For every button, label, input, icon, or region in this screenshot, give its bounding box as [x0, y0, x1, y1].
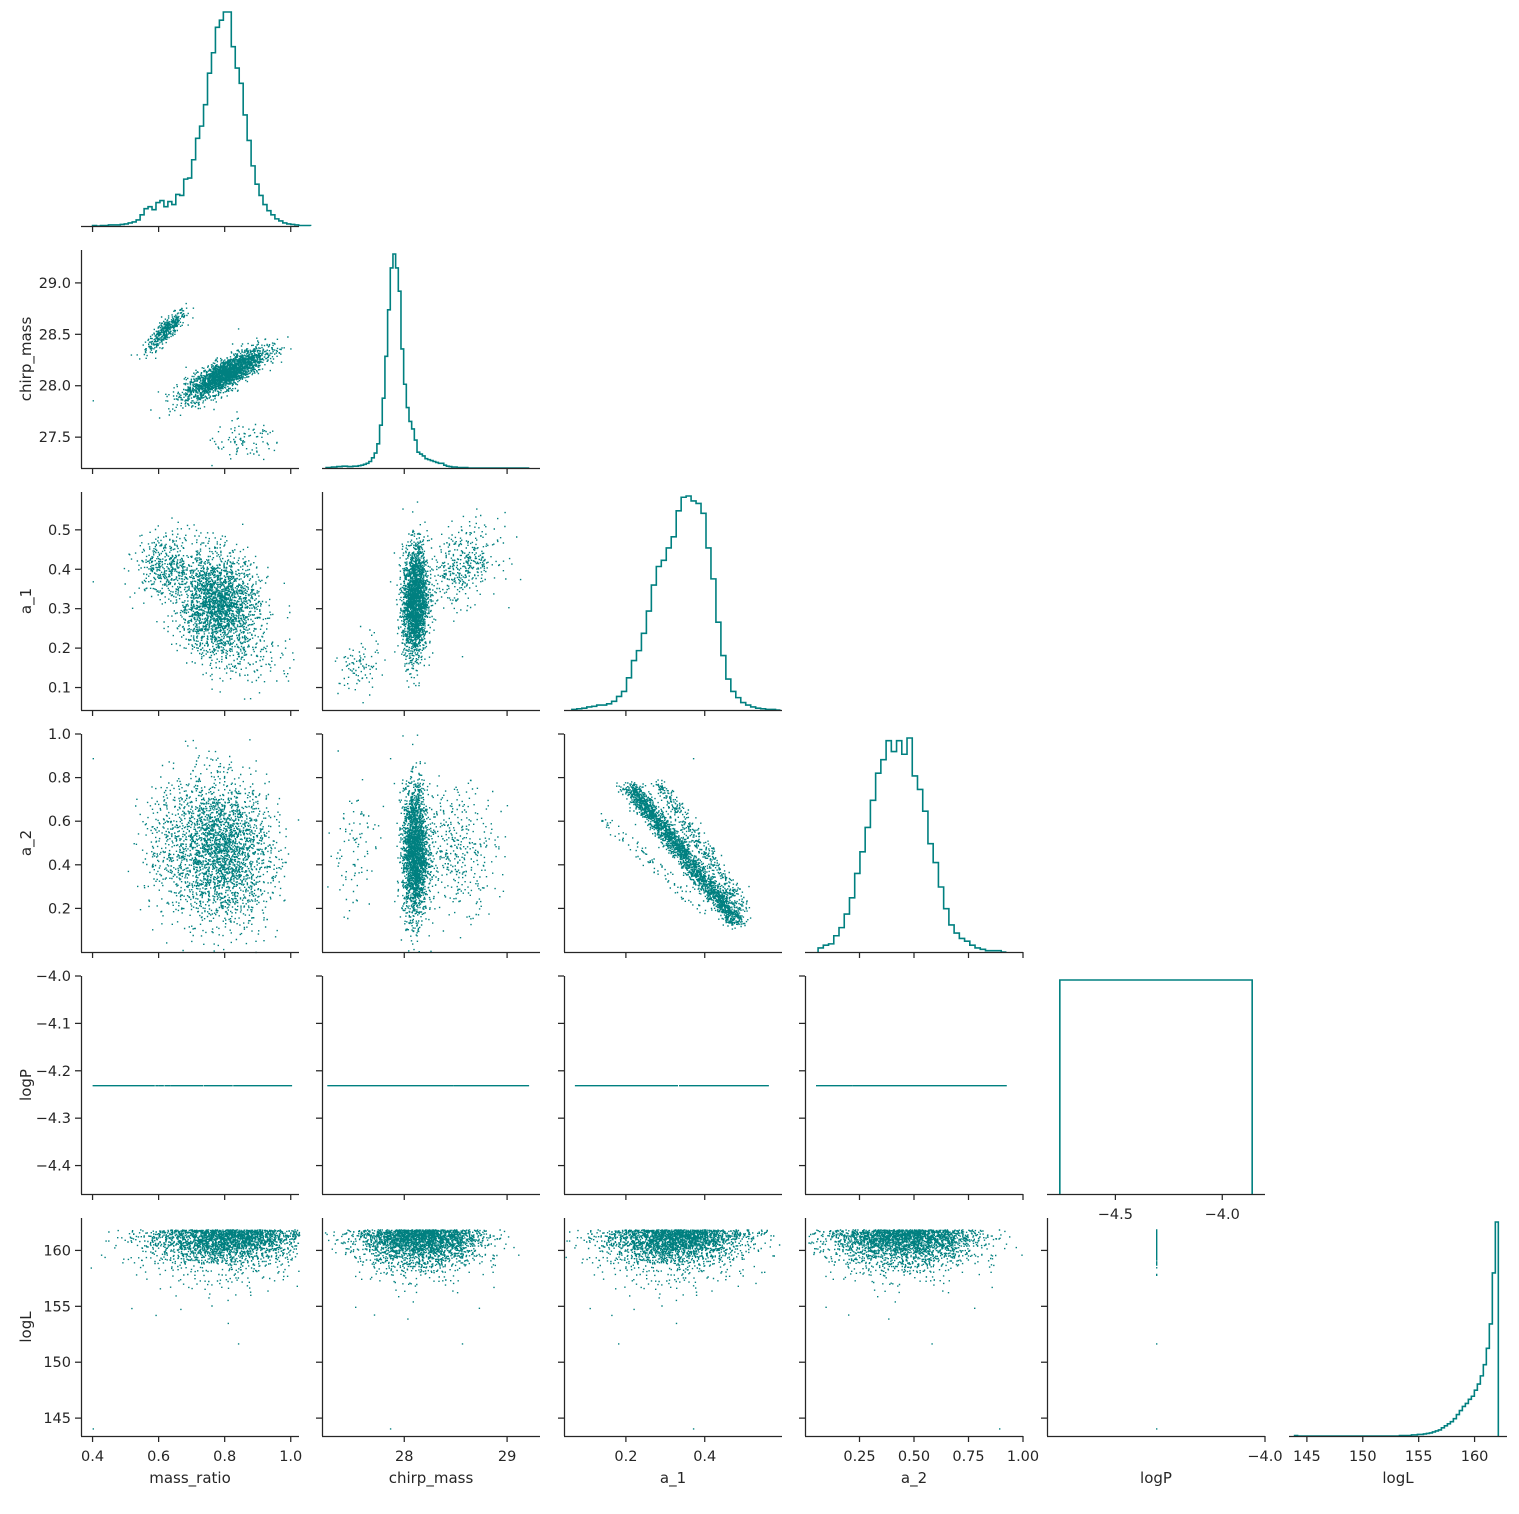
histogram-logP — [1059, 979, 1253, 1194]
x-tick-label: 29 — [498, 1449, 516, 1465]
x-tick-label: 0.50 — [898, 1449, 930, 1465]
panel-logL-vs-a_1: 0.2 0.4 a_1 — [558, 1218, 782, 1488]
x-tick-label: 0.2 — [614, 1449, 637, 1465]
y-axis-label-logP: logP — [17, 1069, 35, 1101]
x-tick-label: 155 — [1405, 1449, 1433, 1465]
y-axis-label-chirp_mass: chirp_mass — [17, 317, 36, 402]
y-tick-label: 29.0 — [39, 276, 71, 292]
y-tick-label: 27.5 — [39, 430, 71, 446]
x-tick-label: 1.0 — [279, 1449, 302, 1465]
panel-logP-vs-logP: −4.5 −4.0 — [1047, 979, 1265, 1223]
y-tick-label: 0.2 — [48, 901, 71, 917]
panel-logL-vs-mass_ratio: 145 150 155 160 0.4 0.6 0.8 1.0 logL mass_ratio — [17, 1218, 302, 1488]
x-tick-label: −4.0 — [1205, 1207, 1240, 1223]
x-axis-label-logP: logP — [1140, 1469, 1172, 1487]
y-tick-label: 155 — [43, 1299, 71, 1315]
scatter-points — [327, 1085, 530, 1087]
x-axis-label-a_1: a_1 — [660, 1469, 686, 1488]
y-tick-label: 0.2 — [48, 641, 71, 657]
y-tick-label: −4.3 — [36, 1111, 71, 1127]
panel-logP-vs-mass_ratio: −4.4 −4.3 −4.2 −4.1 −4.0 logP — [17, 969, 299, 1200]
scatter-points — [92, 302, 292, 467]
panel-logP-vs-a_1 — [558, 975, 782, 1200]
y-tick-label: 160 — [43, 1243, 71, 1259]
panel-a_1-vs-a_1 — [564, 495, 782, 716]
y-axis-label-a_2: a_2 — [17, 830, 36, 856]
y-tick-label: 150 — [43, 1355, 71, 1371]
x-axis-label-a_2: a_2 — [901, 1469, 927, 1488]
x-axis-label-chirp_mass: chirp_mass — [389, 1469, 474, 1488]
y-tick-label: 0.5 — [48, 523, 71, 539]
y-tick-label: 0.8 — [48, 771, 71, 787]
panel-a_2-vs-a_1 — [558, 733, 782, 958]
y-tick-label: −4.2 — [36, 1064, 71, 1080]
x-axis-label-mass_ratio: mass_ratio — [149, 1469, 231, 1488]
scatter-points — [324, 1229, 520, 1430]
y-tick-label: 0.4 — [48, 562, 71, 578]
histogram-a_2 — [817, 737, 1007, 953]
y-tick-label: −4.4 — [36, 1159, 71, 1175]
x-tick-label: 1.00 — [1007, 1449, 1039, 1465]
x-tick-label: 0.4 — [81, 1449, 104, 1465]
panel-mass_ratio-vs-mass_ratio — [81, 11, 312, 232]
y-tick-label: −4.0 — [36, 969, 71, 985]
panel-chirp_mass-vs-chirp_mass — [322, 253, 540, 474]
y-tick-label: 0.6 — [48, 814, 71, 830]
x-tick-label: 0.25 — [843, 1449, 875, 1465]
panel-a_1-vs-mass_ratio: 0.1 0.2 0.3 0.4 0.5 a_1 — [17, 492, 299, 716]
scatter-points — [327, 734, 509, 953]
panel-a_1-vs-chirp_mass — [316, 492, 540, 716]
y-tick-label: −4.1 — [36, 1016, 71, 1032]
panel-a_2-vs-a_2 — [805, 737, 1024, 958]
y-tick-label: 145 — [43, 1411, 71, 1427]
x-axis-label-logL: logL — [1382, 1469, 1414, 1487]
histogram-a_1 — [571, 495, 781, 711]
scatter-points — [92, 517, 295, 700]
scatter-points — [1156, 1229, 1158, 1430]
scatter-points — [816, 1085, 1007, 1087]
panel-a_2-vs-chirp_mass — [316, 733, 540, 958]
histogram-mass_ratio — [91, 11, 312, 227]
y-tick-label: 28.0 — [39, 379, 71, 395]
x-tick-label: −4.5 — [1098, 1207, 1133, 1223]
panel-chirp_mass-vs-mass_ratio: 27.5 28.0 28.5 29.0 chirp_mass — [17, 250, 299, 474]
y-axis-label-a_1: a_1 — [17, 588, 36, 614]
y-tick-label: 1.0 — [48, 727, 71, 743]
scatter-points — [565, 1229, 781, 1430]
x-tick-label: −4.0 — [1247, 1449, 1282, 1465]
x-tick-label: 160 — [1461, 1449, 1489, 1465]
x-tick-label: 145 — [1293, 1449, 1321, 1465]
panel-a_2-vs-mass_ratio: 0.2 0.4 0.6 0.8 1.0 a_2 — [17, 727, 300, 958]
panel-logL-vs-a_2: 0.25 0.50 0.75 1.00 a_2 — [799, 1218, 1039, 1488]
x-tick-label: 0.75 — [952, 1449, 984, 1465]
x-tick-label: 0.6 — [147, 1449, 170, 1465]
panel-logL-vs-logL: 145 150 155 160 logL — [1289, 1221, 1507, 1487]
x-tick-label: 0.4 — [693, 1449, 716, 1465]
panel-logP-vs-a_2 — [799, 975, 1024, 1200]
histogram-chirp_mass — [325, 253, 530, 469]
x-tick-label: 150 — [1349, 1449, 1377, 1465]
histogram-logL — [1293, 1221, 1500, 1437]
x-tick-label: 0.8 — [213, 1449, 236, 1465]
y-tick-label: 28.5 — [39, 327, 71, 343]
panel-logL-vs-logP: −4.0 logP — [1041, 1218, 1283, 1487]
y-axis-label-logL: logL — [17, 1311, 35, 1343]
panel-logP-vs-chirp_mass — [316, 975, 540, 1200]
y-tick-label: 0.3 — [48, 602, 71, 618]
panel-logL-vs-chirp_mass: 28 29 chirp_mass — [316, 1218, 540, 1488]
scatter-points — [600, 758, 752, 930]
y-tick-label: 0.4 — [48, 858, 71, 874]
scatter-points — [334, 501, 522, 704]
scatter-points — [574, 1085, 769, 1087]
scatter-points — [90, 1229, 301, 1430]
scatter-points — [92, 739, 300, 954]
scatter-points — [808, 1229, 1023, 1430]
scatter-points — [92, 1085, 293, 1087]
y-tick-label: 0.1 — [48, 681, 71, 697]
x-tick-label: 28 — [395, 1449, 413, 1465]
